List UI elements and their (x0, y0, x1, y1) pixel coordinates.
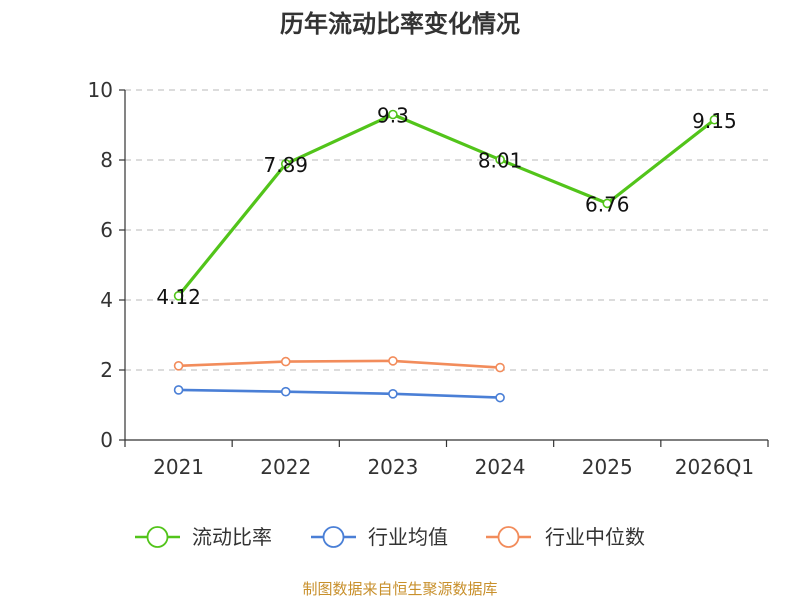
x-tick-label: 2021 (153, 455, 204, 479)
data-label: 4.12 (156, 285, 201, 309)
data-label: 9.3 (377, 104, 409, 128)
x-tick-label: 2022 (260, 455, 311, 479)
x-tick-label: 2023 (367, 455, 418, 479)
data-point[interactable] (280, 386, 291, 397)
legend-label: 行业中位数 (545, 525, 645, 549)
y-tick-label: 8 (100, 148, 113, 172)
data-point[interactable] (388, 356, 398, 366)
legend-marker-icon (497, 526, 520, 548)
series-line-0 (177, 112, 716, 297)
legend-item[interactable]: 行业中位数 (486, 525, 645, 549)
data-point[interactable] (602, 198, 613, 209)
data-point[interactable] (280, 159, 291, 169)
x-tick-label: 2024 (475, 455, 526, 479)
data-point[interactable] (495, 154, 505, 165)
series-line-2 (178, 359, 501, 369)
data-point[interactable] (709, 114, 720, 125)
data-point[interactable] (495, 392, 505, 403)
y-tick-label: 2 (100, 358, 113, 382)
legend: 流动比率 行业均值 行业中位数 (135, 525, 645, 549)
data-point[interactable] (173, 290, 184, 301)
data-label: 9.15 (692, 109, 737, 133)
legend-marker-icon (322, 526, 345, 548)
grid (125, 89, 768, 371)
data-point[interactable] (173, 385, 184, 395)
legend-item[interactable]: 行业均值 (311, 525, 448, 549)
data-point[interactable] (173, 360, 184, 371)
data-point[interactable] (388, 109, 398, 120)
data-labels: 4.12 7.89 9.3 8.01 6.76 9.15 (156, 104, 736, 309)
series-line-1 (178, 388, 501, 399)
data-point[interactable] (280, 356, 291, 367)
y-tick-label: 0 (100, 428, 113, 452)
data-point[interactable] (495, 362, 505, 373)
data-label: 7.89 (263, 153, 308, 177)
source-note: 制图数据来自恒生聚源数据库 (302, 580, 497, 598)
data-label: 8.01 (478, 149, 523, 173)
y-tick-label: 10 (88, 78, 113, 102)
axes: 0 2 4 6 8 10 2021 2022 2023 2024 2025 2026Q1 (88, 78, 769, 479)
legend-marker-icon (146, 526, 169, 548)
y-tick-label: 4 (100, 288, 113, 312)
series-group (173, 109, 720, 403)
y-tick-label: 6 (100, 218, 113, 242)
data-label: 6.76 (585, 192, 630, 216)
x-tick-label: 2025 (582, 455, 633, 479)
legend-label: 流动比率 (192, 525, 272, 549)
legend-label: 行业均值 (368, 525, 448, 549)
legend-item[interactable]: 流动比率 (135, 525, 272, 549)
data-point[interactable] (388, 388, 398, 399)
x-tick-label: 2026Q1 (675, 455, 754, 479)
chart-title: 历年流动比率变化情况 (280, 10, 520, 38)
